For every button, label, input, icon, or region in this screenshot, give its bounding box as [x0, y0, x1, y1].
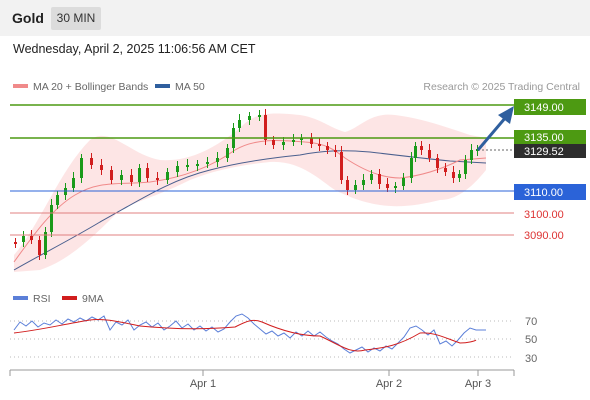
candle-body [452, 172, 455, 178]
candle-body [80, 158, 83, 178]
candle-body [402, 178, 405, 186]
candle-body [138, 168, 141, 182]
level-tag-3110 [514, 184, 586, 200]
candle-body [362, 180, 365, 185]
candle-body [196, 164, 199, 166]
candle-body [44, 232, 47, 255]
candle-body [30, 236, 33, 240]
candle-body [50, 205, 53, 232]
rsi-ma-line [13, 319, 477, 352]
ma20-line [13, 140, 487, 263]
candle-body [248, 116, 251, 120]
candle-body [394, 186, 397, 188]
candle-body [176, 166, 179, 172]
candle-body [378, 174, 381, 184]
candle-body [264, 115, 267, 140]
candle-body [420, 146, 423, 150]
candle-body [166, 172, 169, 180]
candle-body [326, 146, 329, 150]
candle-body [72, 178, 75, 188]
rsi-ma-legend-label: 9MA [82, 293, 104, 305]
candle-body [14, 242, 17, 244]
candle-body [370, 174, 373, 180]
level-label-3090: 3090.00 [524, 230, 564, 242]
rsi-legend-label: RSI [33, 293, 51, 305]
level-label-last-price: 3129.52 [524, 146, 564, 158]
x-tick-label-apr3: Apr 3 [465, 378, 491, 390]
level-tag-3135 [514, 130, 586, 145]
bollinger-band [14, 113, 486, 272]
rsi-tick-70: 70 [525, 316, 537, 328]
ma20-legend-swatch [13, 84, 28, 88]
level-label-3100: 3100.00 [524, 209, 564, 221]
candle-body [146, 168, 149, 178]
timeframe-button[interactable]: 30 MIN [51, 7, 101, 30]
instrument-title: Gold [12, 10, 44, 26]
candle-body [318, 144, 321, 146]
level-label-3149: 3149.00 [524, 102, 564, 114]
candle-body [292, 140, 295, 142]
candle-body [386, 184, 389, 188]
candle-body [414, 146, 417, 158]
candle-body [476, 149, 479, 151]
rsi-tick-50: 50 [525, 334, 537, 346]
candle-body [410, 158, 413, 178]
candle-body [310, 138, 313, 144]
candle-body [444, 168, 447, 172]
candle-body [428, 150, 431, 158]
rsi-line [13, 313, 486, 354]
projection-arrow-head [498, 106, 514, 124]
x-tick-label-apr2: Apr 2 [376, 378, 402, 390]
candle-body [300, 138, 303, 140]
candle-body [334, 150, 337, 152]
candle-body [56, 195, 59, 205]
ma50-legend-swatch [155, 84, 170, 88]
level-tag-3149 [514, 99, 586, 115]
candle-body [436, 158, 439, 168]
candle-body [100, 165, 103, 170]
candle-body [226, 148, 229, 158]
projection-arrow-shaft [476, 116, 508, 151]
candle-body [110, 170, 113, 180]
candle-body [272, 140, 275, 145]
candle-body [156, 178, 159, 180]
candle-body [206, 162, 209, 164]
candle-body [238, 120, 241, 128]
candle-body [38, 240, 41, 255]
candle-body [186, 165, 189, 167]
candle-body [340, 152, 343, 180]
candle-body [130, 175, 133, 182]
rsi-legend-swatch [13, 296, 28, 300]
rsi-ma-legend-swatch [62, 296, 77, 300]
candle-body [90, 158, 93, 165]
candle-body [464, 160, 467, 174]
rsi-tick-30: 30 [525, 353, 537, 365]
candle-body [216, 158, 219, 162]
timestamp: Wednesday, April 2, 2025 11:06:56 AM CET [13, 42, 256, 56]
candlestick-series [14, 109, 479, 260]
ma50-legend-label: MA 50 [175, 81, 205, 93]
ma50-line [13, 150, 487, 271]
x-tick-label-apr1: Apr 1 [190, 378, 216, 390]
research-credit: Research © 2025 Trading Central [423, 81, 580, 93]
candle-body [22, 236, 25, 242]
level-label-3110: 3110.00 [524, 187, 563, 199]
candle-body [354, 185, 357, 190]
candle-body [120, 175, 123, 180]
level-tag-last-price [514, 144, 586, 158]
ma20-legend-label: MA 20 + Bollinger Bands [33, 81, 148, 93]
candle-body [258, 115, 261, 117]
level-label-3135: 3135.00 [524, 132, 564, 144]
candle-body [470, 150, 473, 160]
candle-body [458, 174, 461, 178]
candle-body [282, 142, 285, 145]
candle-body [346, 180, 349, 190]
